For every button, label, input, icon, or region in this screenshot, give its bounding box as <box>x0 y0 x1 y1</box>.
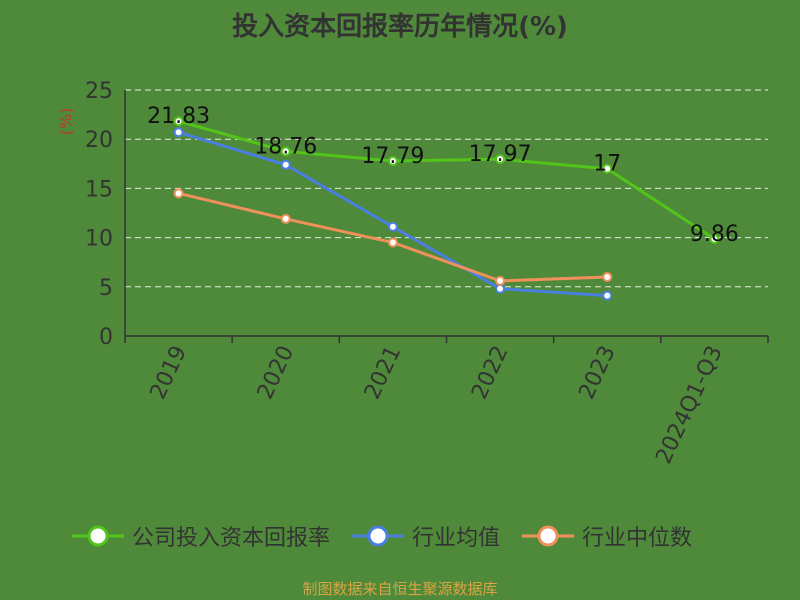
data-label: 18.76 <box>254 134 317 159</box>
legend-item-industry-median[interactable]: 行业中位数 <box>522 520 692 552</box>
series-0-point <box>387 155 398 166</box>
x-tick-label: 2023 <box>574 342 620 403</box>
legend-label-company: 公司投入资本回报率 <box>132 526 331 551</box>
series-2-point <box>173 188 184 199</box>
legend-label-industry-mean: 行业均值 <box>412 526 501 551</box>
chart-legend: 公司投入资本回报率 行业均值 行业中位数 <box>72 518 792 554</box>
series-1-point <box>602 290 613 301</box>
series-0-point <box>173 116 184 127</box>
series-line-0 <box>178 119 716 241</box>
series-2-point <box>495 275 506 286</box>
x-tick-label: 2024Q1-Q3 <box>651 342 727 468</box>
legend-marker-industry-mean <box>352 525 405 547</box>
legend-marker-company <box>72 525 124 547</box>
data-label: 21.83 <box>147 104 210 129</box>
series-1-point <box>387 221 398 232</box>
chart-title: 投入资本回报率历年情况(%) <box>232 12 568 42</box>
legend-label-industry-median: 行业中位数 <box>582 526 693 551</box>
x-tick-label: 2020 <box>253 342 299 403</box>
series-1-point <box>280 159 291 170</box>
data-label: 17.97 <box>469 142 532 167</box>
series-0-point <box>280 146 291 157</box>
legend-item-industry-mean[interactable]: 行业均值 <box>352 520 500 552</box>
series-2-point <box>280 213 291 224</box>
series-0-point <box>495 154 506 165</box>
y-tick-label: 25 <box>85 79 113 104</box>
y-tick-label: 10 <box>85 227 113 252</box>
series-line-2 <box>178 191 608 283</box>
series-2-point <box>602 271 613 282</box>
series-0-point <box>709 233 720 244</box>
series-1-point <box>495 283 506 294</box>
data-label: 17.79 <box>361 144 424 169</box>
y-tick-label: 5 <box>99 276 113 301</box>
x-tick-label: 2022 <box>467 342 513 403</box>
x-tick-label: 2021 <box>360 342 406 403</box>
data-label: 9.86 <box>690 222 739 247</box>
data-source-note: 制图数据来自恒生聚源数据库 <box>302 580 498 598</box>
y-tick-label: 0 <box>99 325 113 350</box>
x-tick-label: 2019 <box>146 342 192 403</box>
series-0-point <box>602 163 613 174</box>
data-label: 17 <box>593 152 621 177</box>
series-1-point <box>173 127 184 138</box>
y-tick-label: 20 <box>85 128 113 153</box>
y-tick-label: 15 <box>85 177 113 202</box>
series-2-point <box>387 237 398 248</box>
legend-marker-industry-median <box>522 525 575 547</box>
legend-item-company[interactable]: 公司投入资本回报率 <box>72 520 330 552</box>
